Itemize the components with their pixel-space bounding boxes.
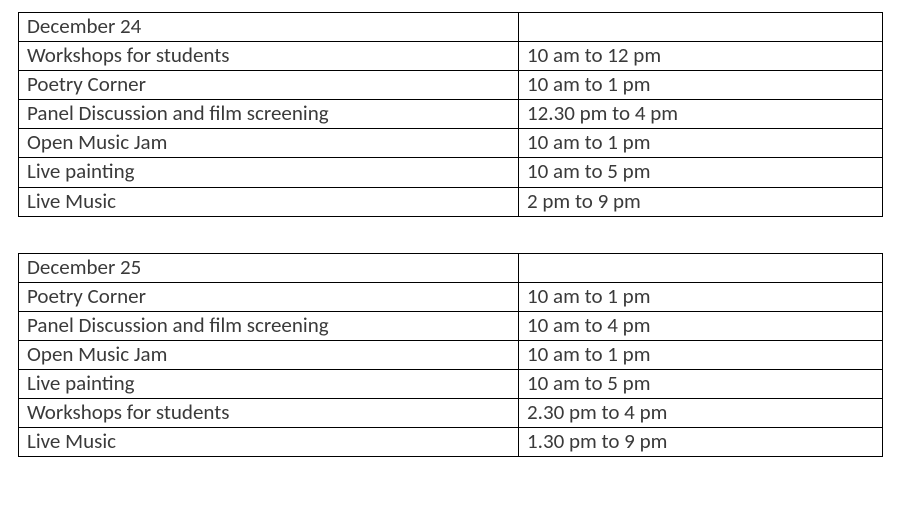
time-cell: 10 am to 1 pm [519, 340, 883, 369]
table-row: Live Music 2 pm to 9 pm [19, 187, 883, 216]
table-row: Live painting 10 am to 5 pm [19, 158, 883, 187]
empty-cell [519, 13, 883, 42]
time-cell: 10 am to 1 pm [519, 129, 883, 158]
event-cell: Live Music [19, 187, 519, 216]
time-cell: 10 am to 1 pm [519, 71, 883, 100]
table-row: Workshops for students 2.30 pm to 4 pm [19, 399, 883, 428]
table-row: December 24 [19, 13, 883, 42]
time-cell: 12.30 pm to 4 pm [519, 100, 883, 129]
table-row: Poetry Corner 10 am to 1 pm [19, 71, 883, 100]
time-cell: 10 am to 1 pm [519, 282, 883, 311]
table-row: Live Music 1.30 pm to 9 pm [19, 428, 883, 457]
time-cell: 10 am to 5 pm [519, 370, 883, 399]
event-cell: Panel Discussion and film screening [19, 100, 519, 129]
date-header-cell: December 24 [19, 13, 519, 42]
event-cell: Workshops for students [19, 399, 519, 428]
time-cell: 2 pm to 9 pm [519, 187, 883, 216]
time-cell: 10 am to 4 pm [519, 311, 883, 340]
table-row: Poetry Corner 10 am to 1 pm [19, 282, 883, 311]
time-cell: 10 am to 5 pm [519, 158, 883, 187]
table-row: Panel Discussion and film screening 12.3… [19, 100, 883, 129]
event-cell: Panel Discussion and film screening [19, 311, 519, 340]
table-row: December 25 [19, 253, 883, 282]
event-cell: Live Music [19, 428, 519, 457]
schedule-table-dec24: December 24 Workshops for students 10 am… [18, 12, 883, 217]
event-cell: Poetry Corner [19, 282, 519, 311]
event-cell: Workshops for students [19, 42, 519, 71]
event-cell: Poetry Corner [19, 71, 519, 100]
table-row: Workshops for students 10 am to 12 pm [19, 42, 883, 71]
schedule-table-dec25: December 25 Poetry Corner 10 am to 1 pm … [18, 253, 883, 458]
event-cell: Open Music Jam [19, 340, 519, 369]
table-gap [18, 217, 882, 253]
table-row: Open Music Jam 10 am to 1 pm [19, 340, 883, 369]
event-cell: Live painting [19, 370, 519, 399]
event-cell: Live painting [19, 158, 519, 187]
table-row: Open Music Jam 10 am to 1 pm [19, 129, 883, 158]
time-cell: 2.30 pm to 4 pm [519, 399, 883, 428]
time-cell: 1.30 pm to 9 pm [519, 428, 883, 457]
date-header-cell: December 25 [19, 253, 519, 282]
table-row: Panel Discussion and film screening 10 a… [19, 311, 883, 340]
time-cell: 10 am to 12 pm [519, 42, 883, 71]
event-cell: Open Music Jam [19, 129, 519, 158]
empty-cell [519, 253, 883, 282]
table-row: Live painting 10 am to 5 pm [19, 370, 883, 399]
